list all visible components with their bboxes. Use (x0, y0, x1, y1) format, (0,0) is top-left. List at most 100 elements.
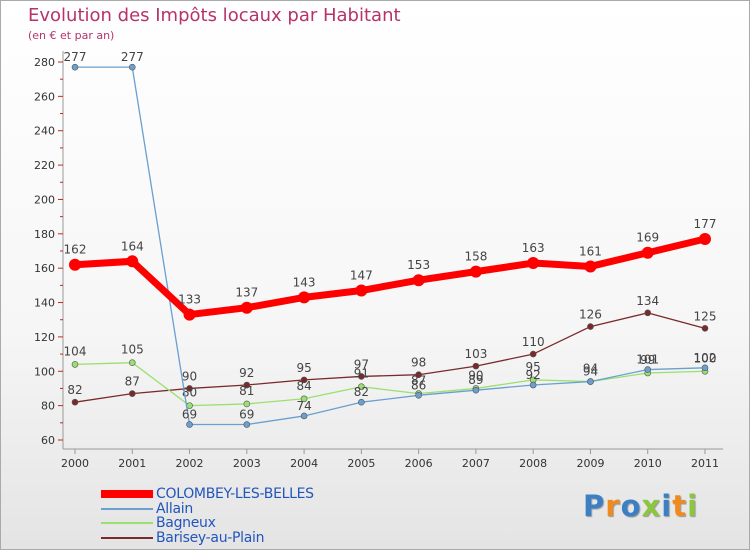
data-point (243, 421, 251, 428)
y-tick-label: 100 (34, 365, 55, 378)
x-tick-label: 2007 (462, 457, 490, 470)
data-label: 90 (182, 369, 197, 383)
data-label: 137 (235, 286, 258, 300)
data-point (300, 395, 308, 403)
data-label: 126 (579, 308, 602, 322)
data-label: 277 (121, 50, 144, 64)
data-point (469, 265, 482, 278)
data-label: 82 (67, 383, 82, 397)
y-tick-label: 160 (34, 262, 55, 275)
data-point (358, 383, 365, 391)
logo-letter: i (661, 489, 673, 523)
data-label: 94 (583, 362, 598, 376)
data-label: 90 (468, 368, 483, 382)
x-tick-label: 2004 (290, 457, 318, 470)
legend-label: Allain (156, 501, 193, 517)
legend-item-bagneux: Bagneux (101, 515, 216, 531)
data-point (641, 246, 654, 259)
data-point (701, 364, 709, 372)
legend-item-colombey: COLOMBEY-LES-BELLES (101, 486, 314, 502)
data-point (644, 366, 652, 373)
data-label: 177 (694, 217, 717, 231)
legend-swatch (101, 537, 153, 539)
y-tick-label: 220 (34, 159, 55, 172)
data-point (529, 381, 537, 389)
logo-letter: x (641, 489, 662, 523)
data-label: 277 (64, 50, 87, 64)
data-point (240, 301, 253, 314)
data-label: 86 (411, 378, 426, 392)
proxiti-logo: Proxiti (583, 489, 698, 523)
y-tick-label: 120 (34, 331, 55, 344)
series-line-1 (74, 66, 706, 426)
x-tick-label: 2003 (233, 457, 261, 470)
data-point (71, 398, 79, 406)
series-line-0 (71, 235, 709, 319)
y-tick-label: 60 (41, 434, 55, 447)
data-label: 134 (636, 294, 659, 308)
data-point (71, 63, 79, 71)
data-label: 102 (694, 351, 717, 365)
y-tick-label: 140 (34, 297, 55, 310)
x-tick-label: 2006 (405, 457, 433, 470)
data-point (587, 323, 594, 330)
data-point (527, 257, 540, 270)
data-point (243, 381, 251, 389)
data-label: 99 (640, 353, 655, 367)
data-label: 101 (636, 353, 659, 367)
logo-letter: t (672, 489, 688, 523)
legend-label: Bagneux (156, 515, 216, 531)
data-point (243, 400, 251, 408)
data-label: 92 (526, 368, 541, 382)
y-tick-label: 280 (34, 56, 55, 69)
data-label: 87 (125, 375, 140, 389)
y-tick-label: 200 (34, 193, 55, 206)
x-tick-label: 2009 (576, 457, 604, 470)
data-point (644, 309, 652, 317)
data-label: 153 (407, 258, 430, 272)
y-tick-label: 260 (34, 90, 55, 103)
data-label: 98 (411, 356, 426, 370)
data-point (300, 412, 308, 420)
legend-label: Barisey-au-Plain (156, 530, 265, 546)
data-point (701, 325, 709, 332)
data-point (183, 308, 196, 321)
data-point (472, 362, 480, 370)
data-label: 92 (239, 366, 254, 380)
legend-swatch (101, 508, 153, 510)
data-label: 95 (296, 361, 311, 375)
data-point (186, 421, 193, 428)
data-label: 87 (411, 374, 426, 388)
data-point (415, 392, 422, 399)
data-label: 103 (464, 347, 487, 361)
data-label: 125 (694, 309, 717, 323)
y-tick-label: 240 (34, 125, 55, 138)
data-label: 89 (468, 373, 483, 387)
logo-letter: o (620, 489, 642, 523)
data-label: 158 (464, 250, 487, 264)
data-label: 81 (239, 384, 254, 398)
data-label: 163 (522, 241, 545, 255)
data-label: 147 (350, 269, 373, 283)
x-tick-label: 2002 (176, 457, 204, 470)
y-tick-label: 80 (41, 400, 55, 413)
data-label: 105 (121, 343, 144, 357)
chart-subtitle: (en € et par an) (28, 29, 115, 42)
data-point (412, 274, 425, 287)
legend-swatch (101, 522, 153, 524)
data-label: 74 (296, 399, 311, 413)
data-point (126, 255, 139, 268)
data-point (472, 386, 480, 394)
data-label: 161 (579, 244, 602, 258)
x-tick-label: 2011 (691, 457, 719, 470)
data-label: 104 (64, 344, 87, 358)
data-label: 82 (354, 385, 369, 399)
data-label: 91 (354, 367, 369, 381)
x-tick-label: 2000 (61, 457, 89, 470)
legend-item-barisey: Barisey-au-Plain (101, 530, 265, 546)
y-tick-label: 180 (34, 228, 55, 241)
data-label: 164 (121, 239, 144, 253)
data-label: 169 (636, 231, 659, 245)
